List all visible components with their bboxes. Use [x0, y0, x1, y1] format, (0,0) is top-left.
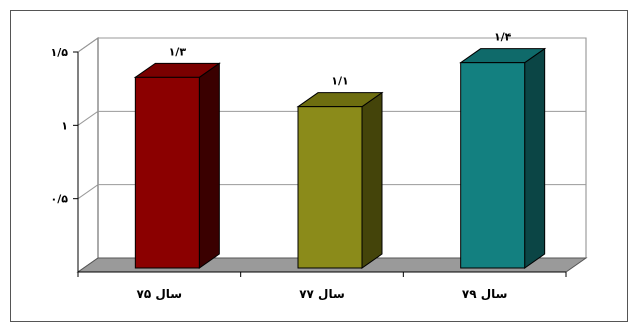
- bar-side: [524, 47, 546, 269]
- bar-side: [198, 62, 220, 269]
- bar-side: [361, 91, 383, 269]
- category-label: سال ۷۷: [299, 287, 345, 301]
- gridline-side: [77, 184, 99, 200]
- category-label: سال ۷۵: [137, 287, 183, 301]
- category-label: سال ۷۹: [462, 287, 508, 301]
- data-labels: ۱/۳ ۱/۱ ۱/۴: [169, 31, 512, 88]
- bar: [297, 106, 363, 269]
- bar: [134, 76, 200, 269]
- side-wall: [77, 37, 99, 273]
- y-tick-label: ۱/۵: [51, 46, 69, 59]
- data-label: ۱/۱: [331, 75, 348, 88]
- bars: [133, 47, 547, 269]
- y-tick-label: ۱: [61, 119, 68, 132]
- data-label: ۱/۳: [169, 45, 187, 58]
- data-label: ۱/۴: [494, 31, 512, 44]
- y-axis-ticks: ۰/۵ ۱ ۱/۵: [51, 46, 69, 206]
- gridline-side: [77, 110, 99, 126]
- bar: [460, 62, 526, 269]
- y-tick-label: ۰/۵: [51, 193, 69, 206]
- x-axis-categories: سال ۷۵ سال ۷۷ سال ۷۹: [137, 287, 508, 301]
- gridline-side: [77, 37, 99, 53]
